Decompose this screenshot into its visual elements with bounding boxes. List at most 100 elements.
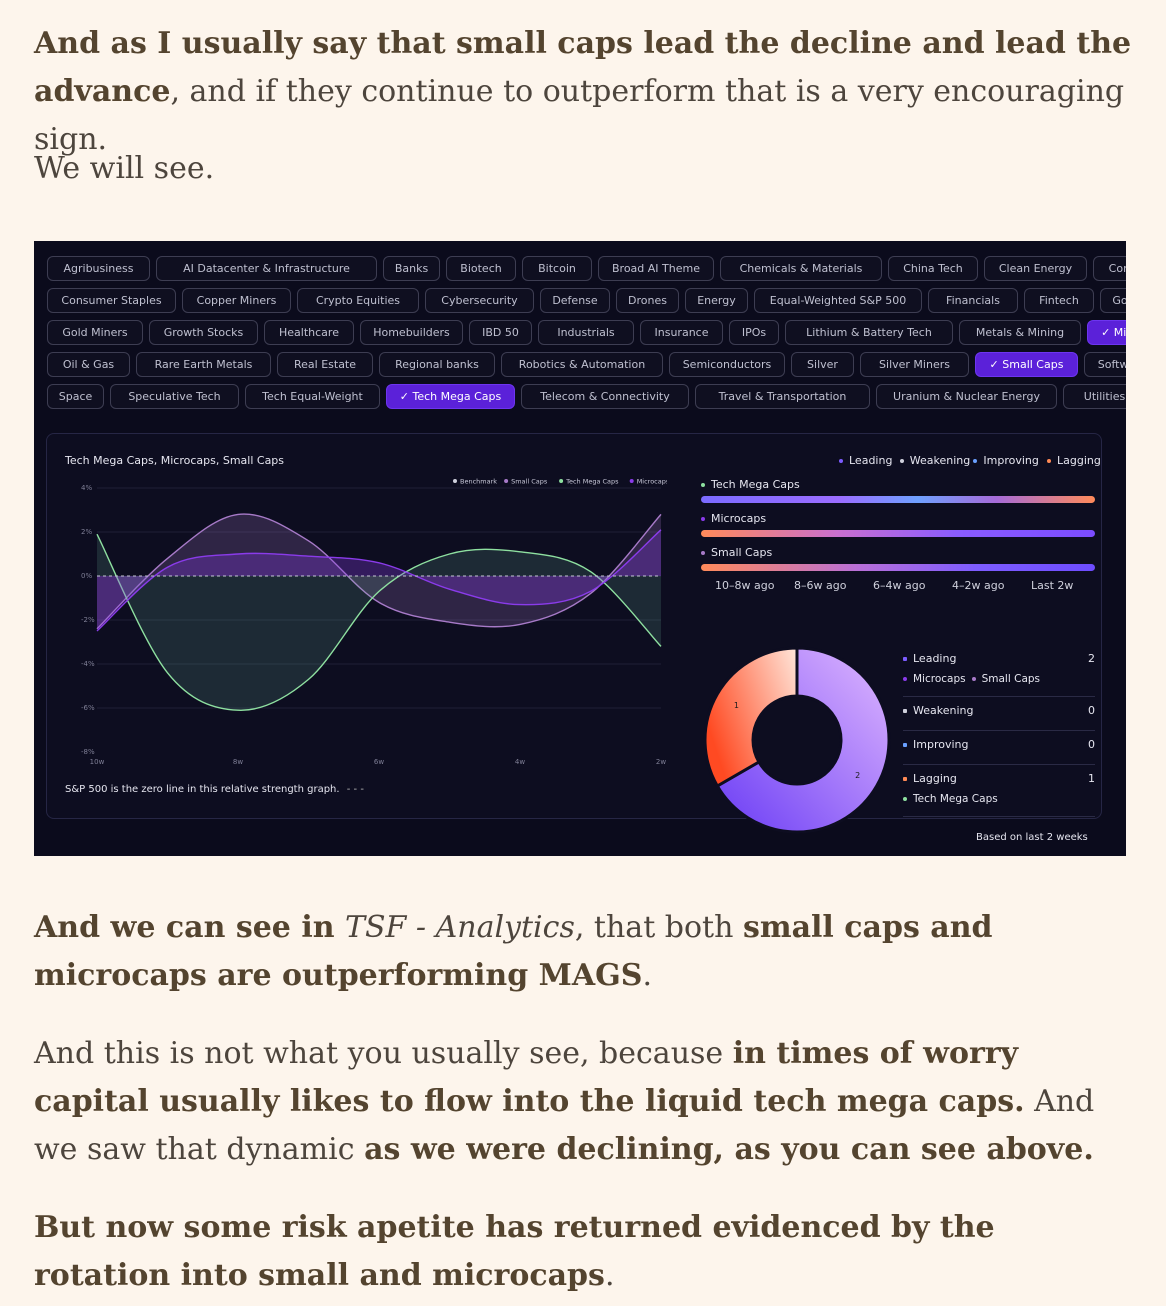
p5-bold: But now some risk apetite has returned e… bbox=[34, 1210, 995, 1293]
p3-italic: TSF - Analytics bbox=[345, 910, 575, 945]
filter-chip-speculative-tech[interactable]: Speculative Tech bbox=[110, 384, 239, 409]
member-dot bbox=[903, 797, 907, 801]
p3-mid: , that both bbox=[574, 910, 743, 945]
tech-mega-caps-area bbox=[97, 534, 661, 711]
filter-chip-growth-stocks[interactable]: Growth Stocks bbox=[149, 320, 258, 345]
filter-chip-robotics-automation[interactable]: Robotics & Automation bbox=[501, 352, 663, 377]
microcaps-area bbox=[97, 529, 661, 631]
filter-chip-gold[interactable]: Gold bbox=[1100, 288, 1126, 313]
status-label: Weakening bbox=[913, 704, 974, 717]
microcaps-line bbox=[96, 529, 662, 632]
filter-chip-utilities[interactable]: Utilities bbox=[1063, 384, 1126, 409]
status-dot bbox=[903, 657, 907, 661]
intro-rest-text: , and if they continue to outperform tha… bbox=[34, 74, 1125, 157]
member-dot bbox=[971, 677, 976, 681]
filter-chip-small-caps[interactable]: ✓ Small Caps bbox=[975, 352, 1078, 377]
trend-dot bbox=[701, 551, 705, 555]
filter-chip-oil-gas[interactable]: Oil & Gas bbox=[47, 352, 130, 377]
breakdown-divider bbox=[903, 730, 1095, 731]
chart-footnote: S&P 500 is the zero line in this relativ… bbox=[65, 784, 364, 795]
chart-legend-label: Benchmark bbox=[460, 478, 497, 486]
breakdown-row-leading: Leading 2 bbox=[903, 652, 1095, 665]
filter-chip-homebuilders[interactable]: Homebuilders bbox=[360, 320, 463, 345]
member-name: Tech Mega Caps bbox=[913, 793, 998, 805]
filter-chip-consumer-staples[interactable]: Consumer Staples bbox=[47, 288, 176, 313]
filter-chip-space[interactable]: Space bbox=[47, 384, 104, 409]
breakdown-divider bbox=[903, 696, 1095, 697]
filter-chip-financials[interactable]: Financials bbox=[928, 288, 1018, 313]
filter-chip-silver-miners[interactable]: Silver Miners bbox=[860, 352, 969, 377]
p3-end: . bbox=[642, 958, 652, 993]
filter-chip-drones[interactable]: Drones bbox=[616, 288, 679, 313]
filter-chip-copper-miners[interactable]: Copper Miners bbox=[182, 288, 291, 313]
filter-chip-bitcoin[interactable]: Bitcoin bbox=[522, 256, 592, 281]
filter-chip-microcaps[interactable]: ✓ Microcaps bbox=[1087, 320, 1126, 345]
paragraph-we-will-see: We will see. bbox=[34, 151, 215, 186]
filter-chip-fintech[interactable]: Fintech bbox=[1024, 288, 1094, 313]
filter-chip-china-tech[interactable]: China Tech bbox=[888, 256, 978, 281]
y-tick-label: -4% bbox=[81, 660, 95, 668]
filter-chip-telecom-connectivity[interactable]: Telecom & Connectivity bbox=[521, 384, 689, 409]
period-label: 10–8w ago bbox=[715, 579, 775, 592]
filter-chip-real-estate[interactable]: Real Estate bbox=[277, 352, 373, 377]
status-dot bbox=[903, 743, 907, 747]
filter-chip-agribusiness[interactable]: Agribusiness bbox=[47, 256, 150, 281]
filter-chip-consumer-retail[interactable]: Consumer Retail bbox=[1093, 256, 1126, 281]
filter-chip-broad-ai-theme[interactable]: Broad AI Theme bbox=[598, 256, 714, 281]
p4-text-1: And this is not what you usually see, be… bbox=[34, 1036, 733, 1071]
analytics-screenshot: Agribusiness AI Datacenter & Infrastructu… bbox=[34, 241, 1126, 856]
filter-chip-tech-equal-weight[interactable]: Tech Equal-Weight bbox=[245, 384, 380, 409]
filter-chip-travel-transportation[interactable]: Travel & Transportation bbox=[695, 384, 870, 409]
donut-slice bbox=[715, 646, 891, 834]
filter-chip-cybersecurity[interactable]: Cybersecurity bbox=[425, 288, 534, 313]
paragraph-risk-appetite: But now some risk apetite has returned e… bbox=[34, 1204, 1134, 1300]
status-donut-chart: 21 bbox=[703, 646, 891, 834]
status-members: Tech Mega Caps bbox=[903, 793, 998, 805]
filter-chip-defense[interactable]: Defense bbox=[540, 288, 610, 313]
filter-chip-equal-weighted-s-p-500[interactable]: Equal-Weighted S&P 500 bbox=[754, 288, 922, 313]
filter-chip-silver[interactable]: Silver bbox=[791, 352, 854, 377]
chart-legend-label: Tech Mega Caps bbox=[565, 478, 619, 486]
filter-chip-banks[interactable]: Banks bbox=[383, 256, 440, 281]
filter-chip-uranium-nuclear-energy[interactable]: Uranium & Nuclear Energy bbox=[876, 384, 1057, 409]
filter-chip-software[interactable]: Software bbox=[1084, 352, 1126, 377]
filter-chip-regional-banks[interactable]: Regional banks bbox=[379, 352, 495, 377]
status-label: Leading bbox=[913, 652, 957, 665]
filter-chip-semiconductors[interactable]: Semiconductors bbox=[669, 352, 785, 377]
period-label: 8–6w ago bbox=[794, 579, 847, 592]
filter-chip-insurance[interactable]: Insurance bbox=[640, 320, 723, 345]
status-dot bbox=[903, 777, 907, 781]
filter-chip-ai-datacenter-infrastructure[interactable]: AI Datacenter & Infrastructure bbox=[156, 256, 377, 281]
x-tick-label: 6w bbox=[374, 758, 384, 766]
filter-chip-biotech[interactable]: Biotech bbox=[446, 256, 516, 281]
trend-row-label: Tech Mega Caps bbox=[701, 478, 800, 491]
filter-chip-clean-energy[interactable]: Clean Energy bbox=[984, 256, 1087, 281]
filter-chip-energy[interactable]: Energy bbox=[685, 288, 748, 313]
x-tick-label: 2w bbox=[656, 758, 666, 766]
period-label: 6–4w ago bbox=[873, 579, 926, 592]
trend-bar bbox=[701, 564, 1095, 571]
filter-chip-ibd-50[interactable]: IBD 50 bbox=[469, 320, 532, 345]
filter-chip-rare-earth-metals[interactable]: Rare Earth Metals bbox=[136, 352, 271, 377]
status-legend-item: Weakening bbox=[899, 454, 971, 467]
status-label: Improving bbox=[913, 738, 969, 751]
legend-dot bbox=[839, 459, 843, 463]
filter-chip-gold-miners[interactable]: Gold Miners bbox=[47, 320, 143, 345]
filter-chip-crypto-equities[interactable]: Crypto Equities bbox=[297, 288, 419, 313]
trend-bar bbox=[701, 496, 1095, 503]
chart-legend-dot bbox=[629, 479, 634, 483]
paragraph-capital-flow: And this is not what you usually see, be… bbox=[34, 1030, 1134, 1174]
filter-chip-metals-mining[interactable]: Metals & Mining bbox=[959, 320, 1081, 345]
paragraph-intro: And as I usually say that small caps lea… bbox=[34, 20, 1134, 164]
filter-chip-healthcare[interactable]: Healthcare bbox=[264, 320, 354, 345]
filter-chip-industrials[interactable]: Industrials bbox=[538, 320, 634, 345]
legend-dot bbox=[899, 459, 904, 463]
status-legend-item: Leading bbox=[839, 454, 892, 467]
filter-chip-tech-mega-caps[interactable]: ✓ Tech Mega Caps bbox=[386, 384, 515, 409]
legend-label: Weakening bbox=[909, 454, 971, 467]
status-legend-item: Improving bbox=[973, 454, 1039, 467]
filter-chip-ipos[interactable]: IPOs bbox=[729, 320, 779, 345]
filter-chip-chemicals-materials[interactable]: Chemicals & Materials bbox=[720, 256, 882, 281]
filter-chip-lithium-battery-tech[interactable]: Lithium & Battery Tech bbox=[785, 320, 953, 345]
legend-dot bbox=[1047, 459, 1051, 463]
